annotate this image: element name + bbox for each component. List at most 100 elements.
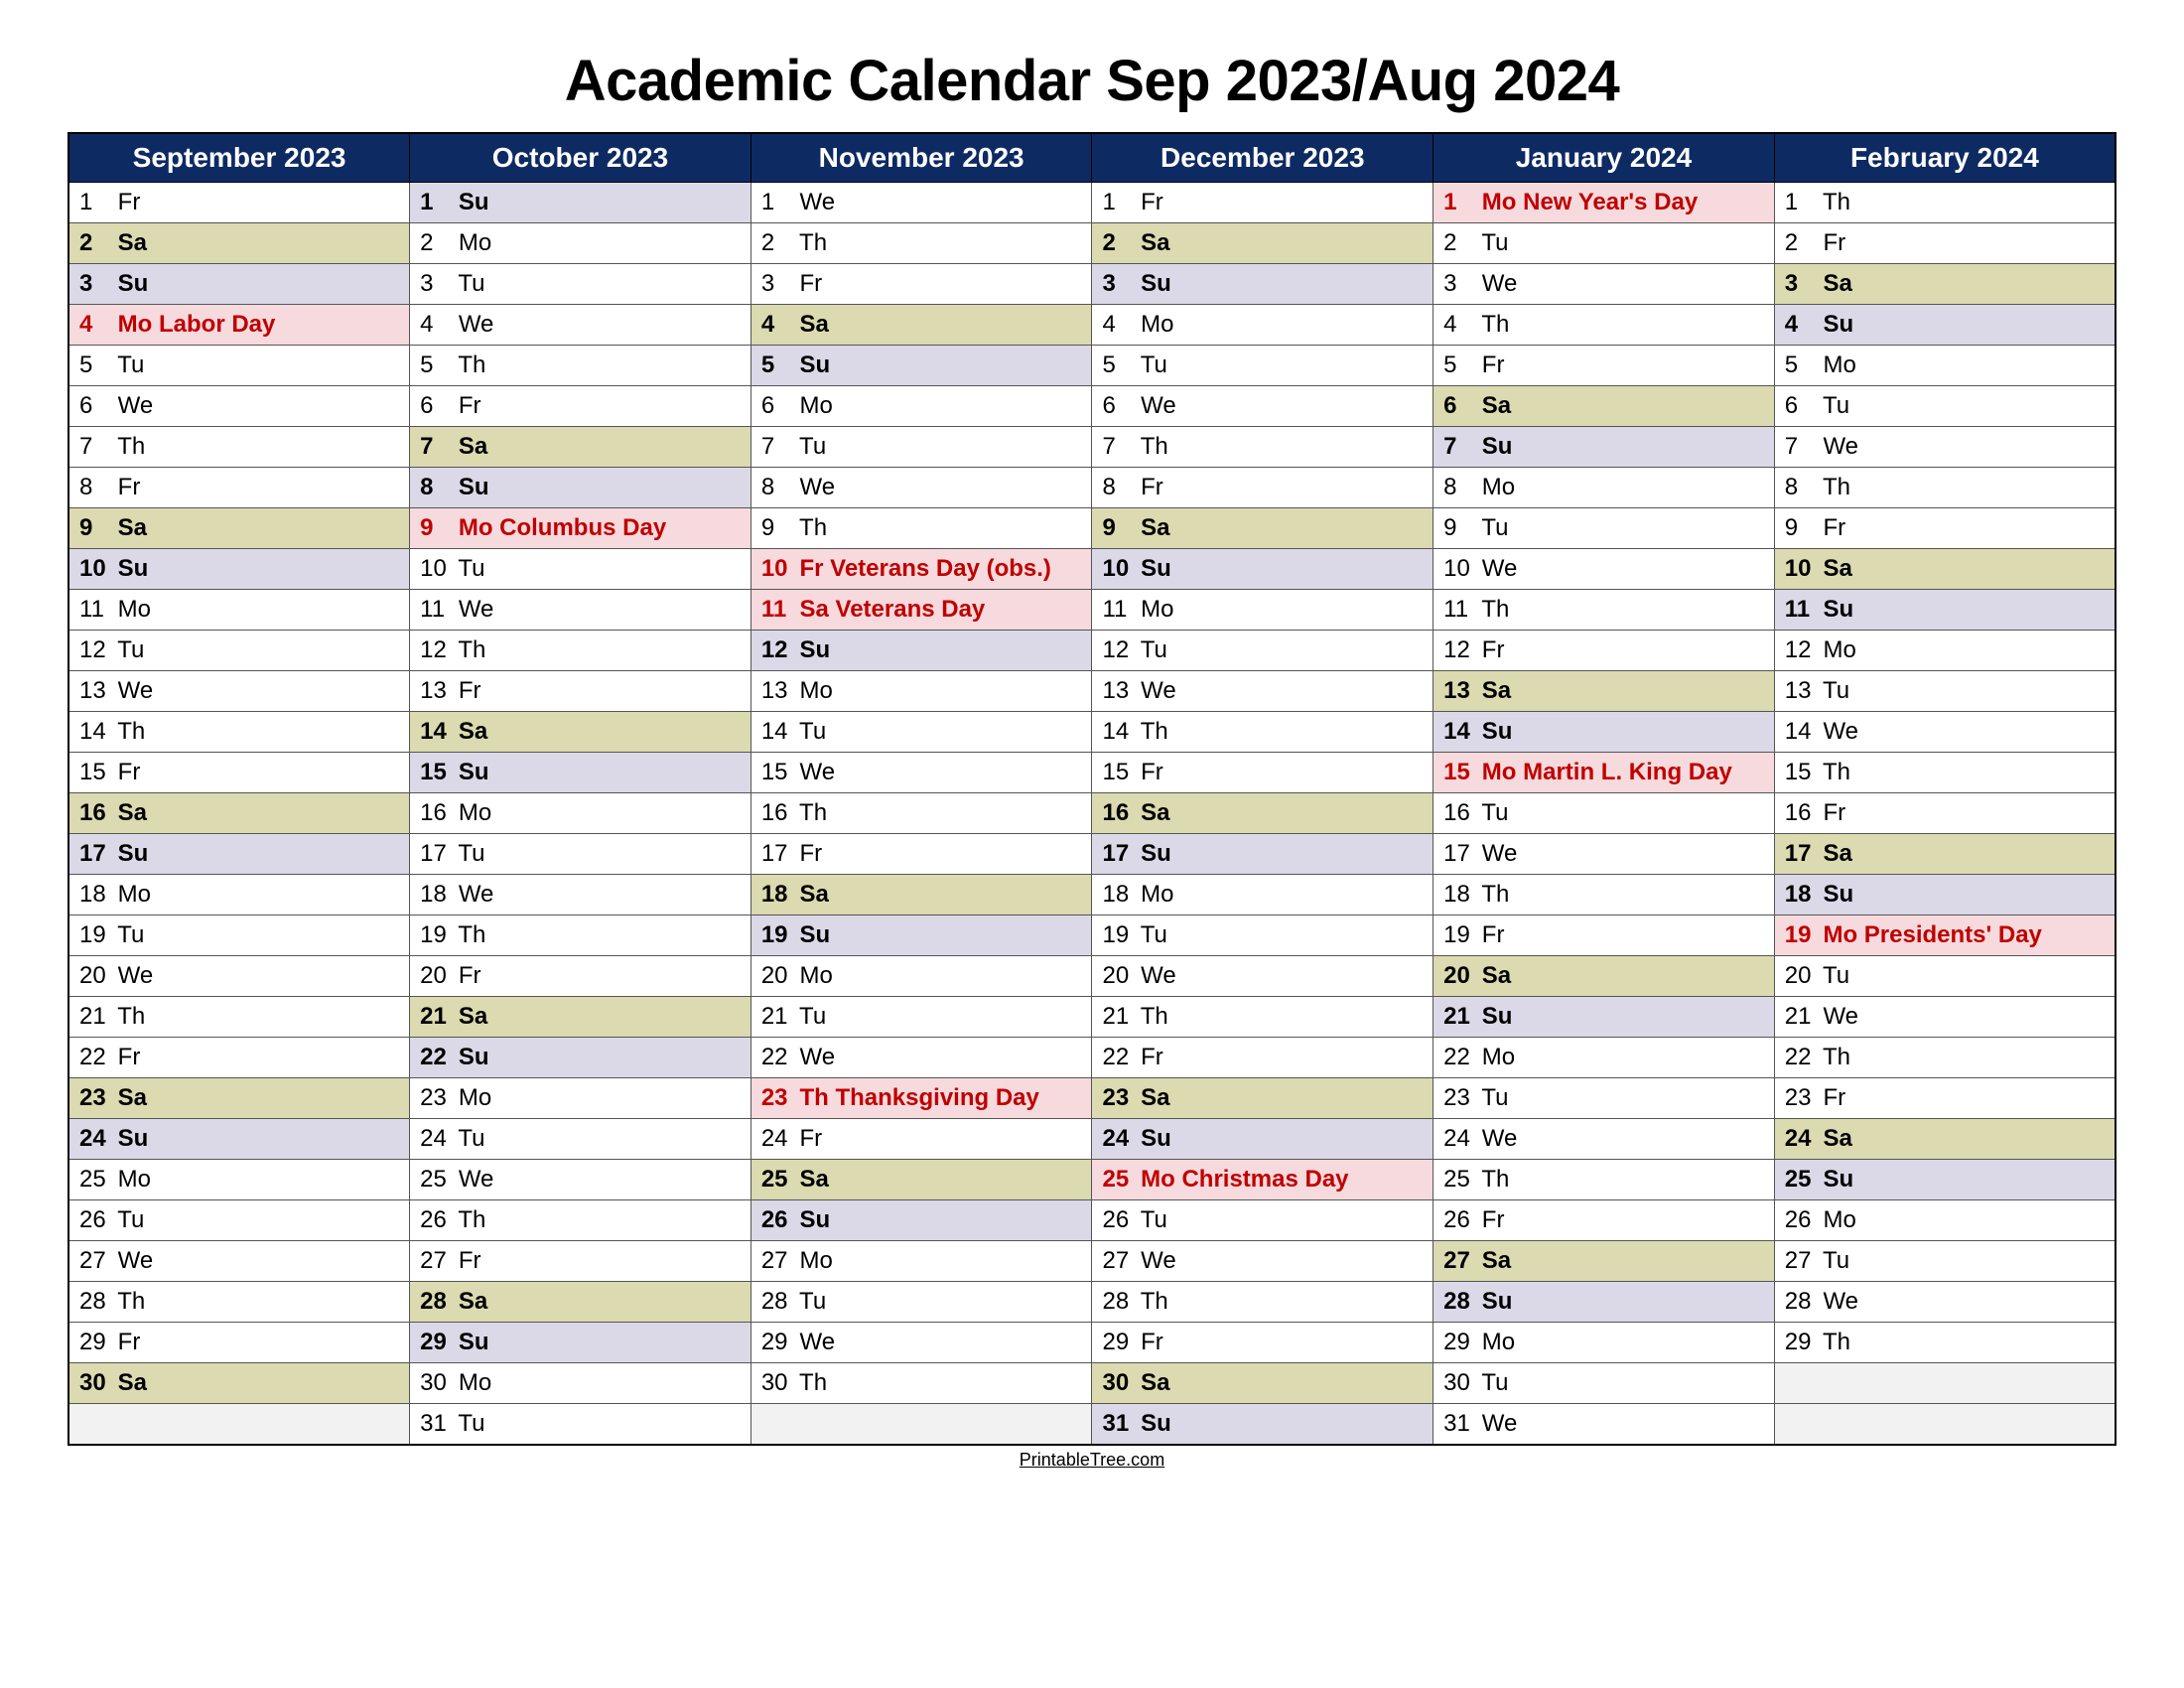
day-label: Th bbox=[111, 718, 145, 745]
day-cell: 21 Th bbox=[68, 997, 410, 1038]
day-number: 29 bbox=[1443, 1329, 1475, 1356]
day-number: 6 bbox=[1102, 392, 1134, 420]
day-cell: 10 Su bbox=[1092, 549, 1433, 590]
day-label: We bbox=[452, 311, 493, 338]
day-number: 16 bbox=[1102, 799, 1134, 827]
day-label: We bbox=[1475, 1410, 1517, 1437]
day-number: 31 bbox=[1102, 1410, 1134, 1438]
day-cell: 1 Th bbox=[1774, 183, 2116, 223]
day-row: 20 We20 Fr20 Mo20 We20 Sa20 Tu bbox=[68, 956, 2116, 997]
day-label: Fr bbox=[1475, 1206, 1504, 1233]
day-row: 13 We13 Fr13 Mo13 We13 Sa13 Tu bbox=[68, 671, 2116, 712]
day-cell: 30 Sa bbox=[68, 1363, 410, 1404]
day-number: 23 bbox=[79, 1084, 111, 1112]
day-number: 4 bbox=[79, 311, 111, 339]
day-cell: 16 Fr bbox=[1774, 793, 2116, 834]
day-label: Sa bbox=[793, 1166, 829, 1193]
day-label: Fr bbox=[452, 962, 480, 989]
day-number: 25 bbox=[79, 1166, 111, 1194]
day-cell: 24 Tu bbox=[410, 1119, 751, 1160]
day-number: 24 bbox=[1443, 1125, 1475, 1153]
day-row: 15 Fr15 Su15 We15 Fr15 Mo Martin L. King… bbox=[68, 753, 2116, 793]
day-label: Th bbox=[1817, 474, 1850, 500]
day-number: 3 bbox=[1102, 270, 1134, 298]
day-cell: 19 Mo Presidents' Day bbox=[1774, 915, 2116, 956]
day-label: We bbox=[793, 1329, 835, 1355]
day-label: Su bbox=[111, 1125, 148, 1152]
day-cell: 17 Tu bbox=[410, 834, 751, 875]
day-cell: 27 We bbox=[68, 1241, 410, 1282]
day-label: Mo Presidents' Day bbox=[1817, 921, 2042, 948]
day-cell: 8 Mo bbox=[1433, 468, 1775, 508]
day-cell: 4 Sa bbox=[751, 305, 1092, 346]
day-label: Fr bbox=[111, 1329, 140, 1355]
day-cell: 1 Mo New Year's Day bbox=[1433, 183, 1775, 223]
day-label: Sa bbox=[1134, 1084, 1169, 1111]
day-label: Su bbox=[1475, 718, 1512, 745]
day-cell: 6 Fr bbox=[410, 386, 751, 427]
day-label: Sa bbox=[1817, 1125, 1852, 1152]
day-label: Fr bbox=[1817, 1084, 1845, 1111]
day-label: Tu bbox=[1817, 392, 1849, 419]
day-cell: 2 Fr bbox=[1774, 223, 2116, 264]
day-cell: 18 Th bbox=[1433, 875, 1775, 915]
day-cell: 13 Mo bbox=[751, 671, 1092, 712]
day-cell: 17 Su bbox=[68, 834, 410, 875]
day-label: Th bbox=[1475, 881, 1509, 908]
day-cell: 1 We bbox=[751, 183, 1092, 223]
day-label: Tu bbox=[793, 718, 826, 745]
day-cell: 11 Mo bbox=[68, 590, 410, 631]
day-cell: 4 Mo Labor Day bbox=[68, 305, 410, 346]
day-row: 3 Su3 Tu3 Fr3 Su3 We3 Sa bbox=[68, 264, 2116, 305]
day-cell: 9 Tu bbox=[1433, 508, 1775, 549]
day-label: Fr bbox=[1817, 799, 1845, 826]
day-label: Tu bbox=[1134, 921, 1166, 948]
day-cell: 18 We bbox=[410, 875, 751, 915]
day-cell: 8 Th bbox=[1774, 468, 2116, 508]
day-label: Tu bbox=[111, 636, 144, 663]
day-cell: 11 Sa Veterans Day bbox=[751, 590, 1092, 631]
day-label: Mo bbox=[1475, 474, 1515, 500]
day-label: Sa bbox=[1134, 1369, 1169, 1396]
day-number: 18 bbox=[420, 881, 452, 909]
day-label: We bbox=[452, 881, 493, 908]
day-label: Fr bbox=[1475, 921, 1504, 948]
day-cell: 26 Th bbox=[410, 1200, 751, 1241]
day-cell: 12 Mo bbox=[1774, 631, 2116, 671]
day-cell: 8 We bbox=[751, 468, 1092, 508]
day-label: We bbox=[1134, 392, 1175, 419]
day-label: Sa bbox=[111, 1084, 147, 1111]
day-number: 12 bbox=[1443, 636, 1475, 664]
day-cell: 14 Sa bbox=[410, 712, 751, 753]
day-cell: 9 Mo Columbus Day bbox=[410, 508, 751, 549]
day-label: Fr Veterans Day (obs.) bbox=[793, 555, 1051, 582]
day-cell: 22 Fr bbox=[68, 1038, 410, 1078]
day-number: 26 bbox=[420, 1206, 452, 1234]
day-label: Th bbox=[1134, 1003, 1167, 1030]
day-cell: 24 We bbox=[1433, 1119, 1775, 1160]
day-cell: 19 Th bbox=[410, 915, 751, 956]
day-label: Sa Veterans Day bbox=[793, 596, 985, 623]
day-label: Su bbox=[1475, 433, 1512, 460]
day-row: 16 Sa16 Mo16 Th16 Sa16 Tu16 Fr bbox=[68, 793, 2116, 834]
day-label: Su bbox=[452, 189, 488, 215]
day-label: Su bbox=[793, 352, 830, 378]
day-number: 23 bbox=[1785, 1084, 1817, 1112]
day-cell: 1 Su bbox=[410, 183, 751, 223]
day-number: 7 bbox=[1443, 433, 1475, 461]
month-header-row: September 2023October 2023November 2023D… bbox=[68, 133, 2116, 183]
day-label: Sa bbox=[111, 1369, 147, 1396]
day-number: 12 bbox=[420, 636, 452, 664]
day-label: Tu bbox=[1134, 352, 1166, 378]
day-number: 11 bbox=[79, 596, 111, 624]
day-number: 28 bbox=[1102, 1288, 1134, 1316]
day-number: 23 bbox=[420, 1084, 452, 1112]
day-label: Fr bbox=[452, 392, 480, 419]
day-label: Tu bbox=[1475, 799, 1508, 826]
day-number: 16 bbox=[1785, 799, 1817, 827]
day-label: Th bbox=[793, 799, 827, 826]
day-number: 3 bbox=[1785, 270, 1817, 298]
day-cell: 6 Sa bbox=[1433, 386, 1775, 427]
day-cell: 25 Mo bbox=[68, 1160, 410, 1200]
day-number: 30 bbox=[761, 1369, 793, 1397]
